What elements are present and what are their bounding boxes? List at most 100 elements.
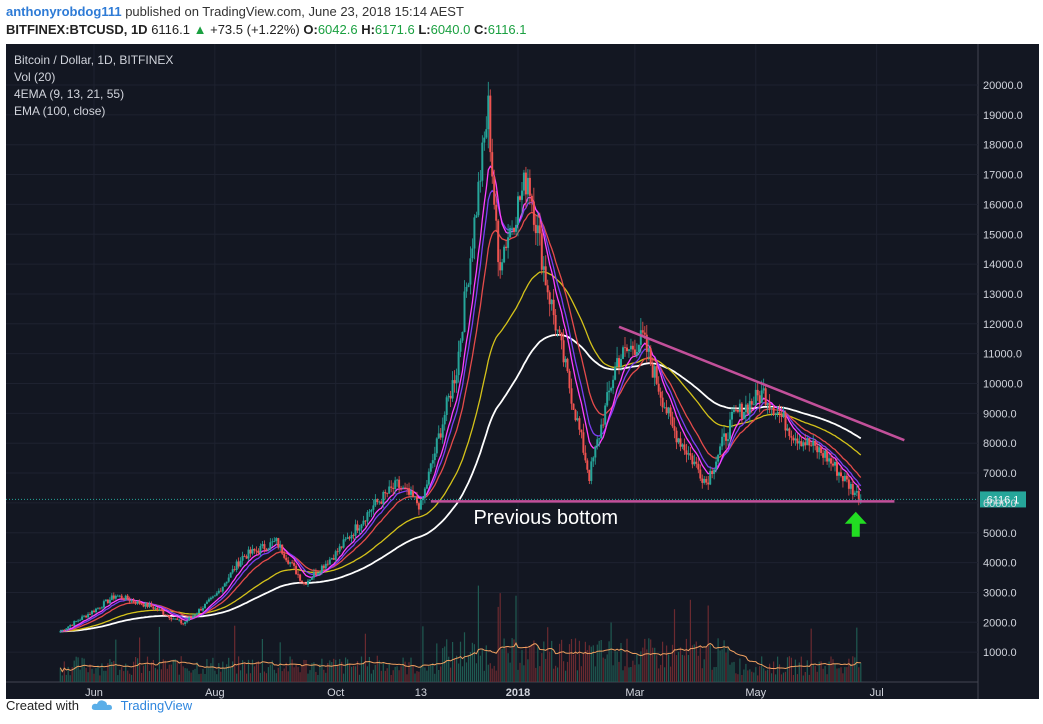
candle-body [542, 266, 545, 270]
candle-body [150, 604, 153, 607]
volume-bar [220, 671, 222, 682]
volume-bar [469, 652, 471, 682]
candle-body [683, 444, 686, 451]
volume-bar [349, 663, 351, 682]
volume-bar [123, 671, 125, 682]
price-chart[interactable]: 6116.1 Previous bottom 1000.0 2000.0 3000.0… [6, 44, 1039, 699]
tradingview-brand-link[interactable]: TradingView [120, 698, 193, 713]
volume-bar [491, 668, 493, 682]
volume-bar [273, 669, 275, 682]
candle-body [826, 450, 829, 462]
volume-bar [808, 674, 810, 682]
volume-bar [775, 674, 777, 682]
candle-body [669, 407, 672, 417]
volume-bar [111, 662, 113, 682]
chart-panel[interactable]: 6116.1 Previous bottom 1000.0 2000.0 3000.0… [6, 44, 1039, 699]
volume-bar [160, 669, 162, 682]
candle-body [65, 628, 68, 631]
volume-bar [311, 663, 313, 682]
author-link[interactable]: anthonyrobdog111 [6, 4, 122, 19]
candle-body [457, 351, 460, 376]
volume-bar [487, 664, 489, 682]
volume-bar [362, 662, 365, 682]
volume-bar [144, 664, 147, 682]
volume-bar [364, 633, 366, 682]
open-label: O: [303, 22, 318, 37]
volume-bar [93, 673, 95, 682]
price-tick-label: 19000.0 [983, 110, 1023, 122]
volume-bar [119, 669, 121, 682]
candle-body [830, 458, 832, 464]
candle-body [322, 565, 325, 569]
candle-body [639, 330, 642, 345]
resistance-trendline [618, 325, 905, 442]
time-tick-label: 13 [415, 687, 427, 699]
candle-body [182, 623, 185, 625]
volume-bar [406, 674, 408, 682]
volume-bar [309, 670, 311, 682]
volume-bar [557, 667, 559, 682]
candle-body [421, 497, 424, 501]
volume-bar [79, 669, 81, 682]
candle-body [675, 430, 678, 443]
volume-bar [376, 655, 378, 682]
volume-bar [751, 671, 753, 682]
volume-bar [382, 662, 384, 682]
volume-bar [741, 675, 743, 682]
volume-bar [594, 666, 596, 682]
volume-bar [483, 670, 485, 682]
volume-bar [186, 668, 188, 682]
volume-bar [323, 669, 325, 682]
candle-body [487, 95, 490, 130]
candle-body [633, 349, 636, 355]
candle-body [83, 615, 86, 617]
candle-body [239, 560, 242, 567]
volume-bar [828, 661, 830, 682]
candle-body [350, 535, 353, 539]
volume-bar [777, 656, 779, 682]
volume-bar [293, 667, 295, 682]
volume-bar [713, 667, 715, 682]
price-tick-label: 10000.0 [983, 379, 1023, 391]
volume-bar [539, 666, 541, 682]
volume-bar [287, 671, 289, 682]
volume-bar [671, 644, 674, 682]
volume-bar [67, 666, 69, 682]
volume-bar [638, 664, 640, 682]
candle-body [89, 614, 91, 615]
volume-bar [206, 659, 208, 682]
volume-bar [812, 664, 814, 682]
volume-bar [765, 670, 767, 682]
volume-bar [622, 670, 624, 682]
candle-body [404, 487, 407, 489]
candle-body [160, 609, 163, 611]
candle-body [344, 538, 347, 540]
volume-bar [481, 649, 483, 682]
candle-body [536, 225, 539, 233]
volume-bar [156, 669, 158, 682]
volume-bar [408, 662, 410, 682]
last-price: 6116.1 [151, 22, 190, 37]
volume-bar [232, 661, 234, 682]
candle-body [612, 379, 615, 389]
volume-bar [109, 659, 111, 682]
candle-body [530, 195, 533, 202]
price-tick-label: 15000.0 [983, 229, 1023, 241]
volume-bar [642, 647, 644, 682]
volume-bar [650, 639, 652, 682]
candle-body [144, 602, 147, 607]
volume-bar [400, 666, 402, 682]
candle-body [532, 201, 535, 225]
volume-bar [604, 658, 606, 682]
volume-bar [97, 665, 99, 682]
volume-bar [856, 627, 858, 682]
candle-body [711, 470, 714, 474]
volume-bar [378, 660, 380, 682]
volume-bar [238, 656, 240, 682]
volume-bar [448, 656, 450, 682]
price-tick-label: 9000.0 [983, 408, 1017, 420]
candle-body [392, 487, 395, 489]
ema55-line [60, 271, 862, 632]
candle-body [628, 349, 630, 351]
candle-body [643, 332, 646, 335]
